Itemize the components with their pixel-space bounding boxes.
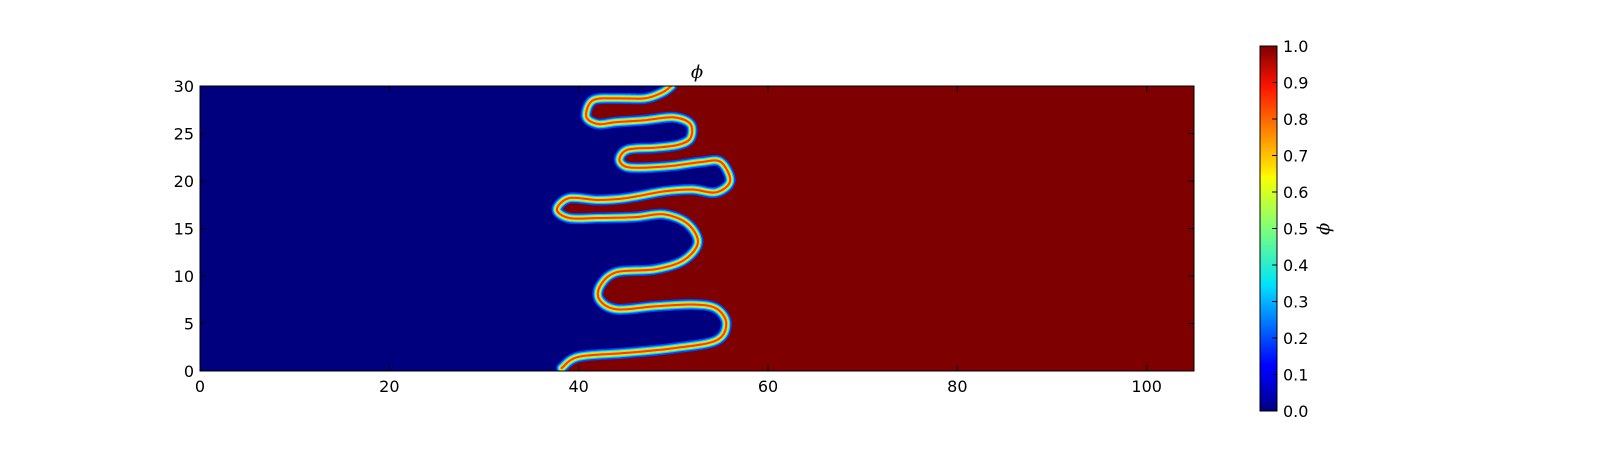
heatmap-plot-area bbox=[199, 85, 1195, 372]
y-axis: 0 5 10 15 20 25 30 bbox=[174, 77, 1194, 381]
y-tick-label: 20 bbox=[174, 172, 194, 191]
x-tick-label: 20 bbox=[379, 377, 399, 396]
x-tick-label: 60 bbox=[758, 377, 778, 396]
colorbar: 0.0 0.1 0.2 0.3 0.4 0.5 0.6 0.7 0.8 0.9 1.0 ϕ bbox=[1259, 37, 1336, 421]
colorbar-tick-label: 0.6 bbox=[1283, 183, 1308, 202]
colorbar-label: ϕ bbox=[1315, 223, 1336, 235]
heatmap-field bbox=[551, 86, 1194, 371]
y-tick-label: 30 bbox=[174, 77, 194, 96]
colorbar-tick-label: 0.9 bbox=[1283, 74, 1308, 93]
x-tick-label: 80 bbox=[947, 377, 967, 396]
x-tick-label: 40 bbox=[568, 377, 588, 396]
x-tick-label: 0 bbox=[195, 377, 205, 396]
colorbar-tick-label: 0.3 bbox=[1283, 293, 1308, 312]
interface-red-band bbox=[555, 86, 732, 370]
colorbar-tick-label: 0.1 bbox=[1283, 366, 1308, 385]
chart-title: ϕ bbox=[691, 62, 703, 83]
x-tick-label: 100 bbox=[1131, 377, 1162, 396]
colorbar-tick-label: 0.7 bbox=[1283, 147, 1308, 166]
y-tick-label: 10 bbox=[174, 267, 194, 286]
colorbar-tick-label: 0.5 bbox=[1283, 220, 1308, 239]
y-tick-label: 0 bbox=[184, 362, 194, 381]
x-axis: 0 20 40 60 80 100 bbox=[195, 86, 1162, 396]
y-tick-label: 15 bbox=[174, 220, 194, 239]
colorbar-ticks: 0.0 0.1 0.2 0.3 0.4 0.5 0.6 0.7 0.8 0.9 1.0 bbox=[1272, 37, 1308, 421]
y-tick-label: 5 bbox=[184, 315, 194, 334]
colorbar-tick-label: 0.0 bbox=[1283, 402, 1308, 421]
colorbar-tick-label: 1.0 bbox=[1283, 37, 1308, 56]
colorbar-tick-label: 0.4 bbox=[1283, 256, 1308, 275]
colorbar-tick-label: 0.2 bbox=[1283, 329, 1308, 348]
y-tick-label: 25 bbox=[174, 125, 194, 144]
colorbar-tick-label: 0.8 bbox=[1283, 110, 1308, 129]
